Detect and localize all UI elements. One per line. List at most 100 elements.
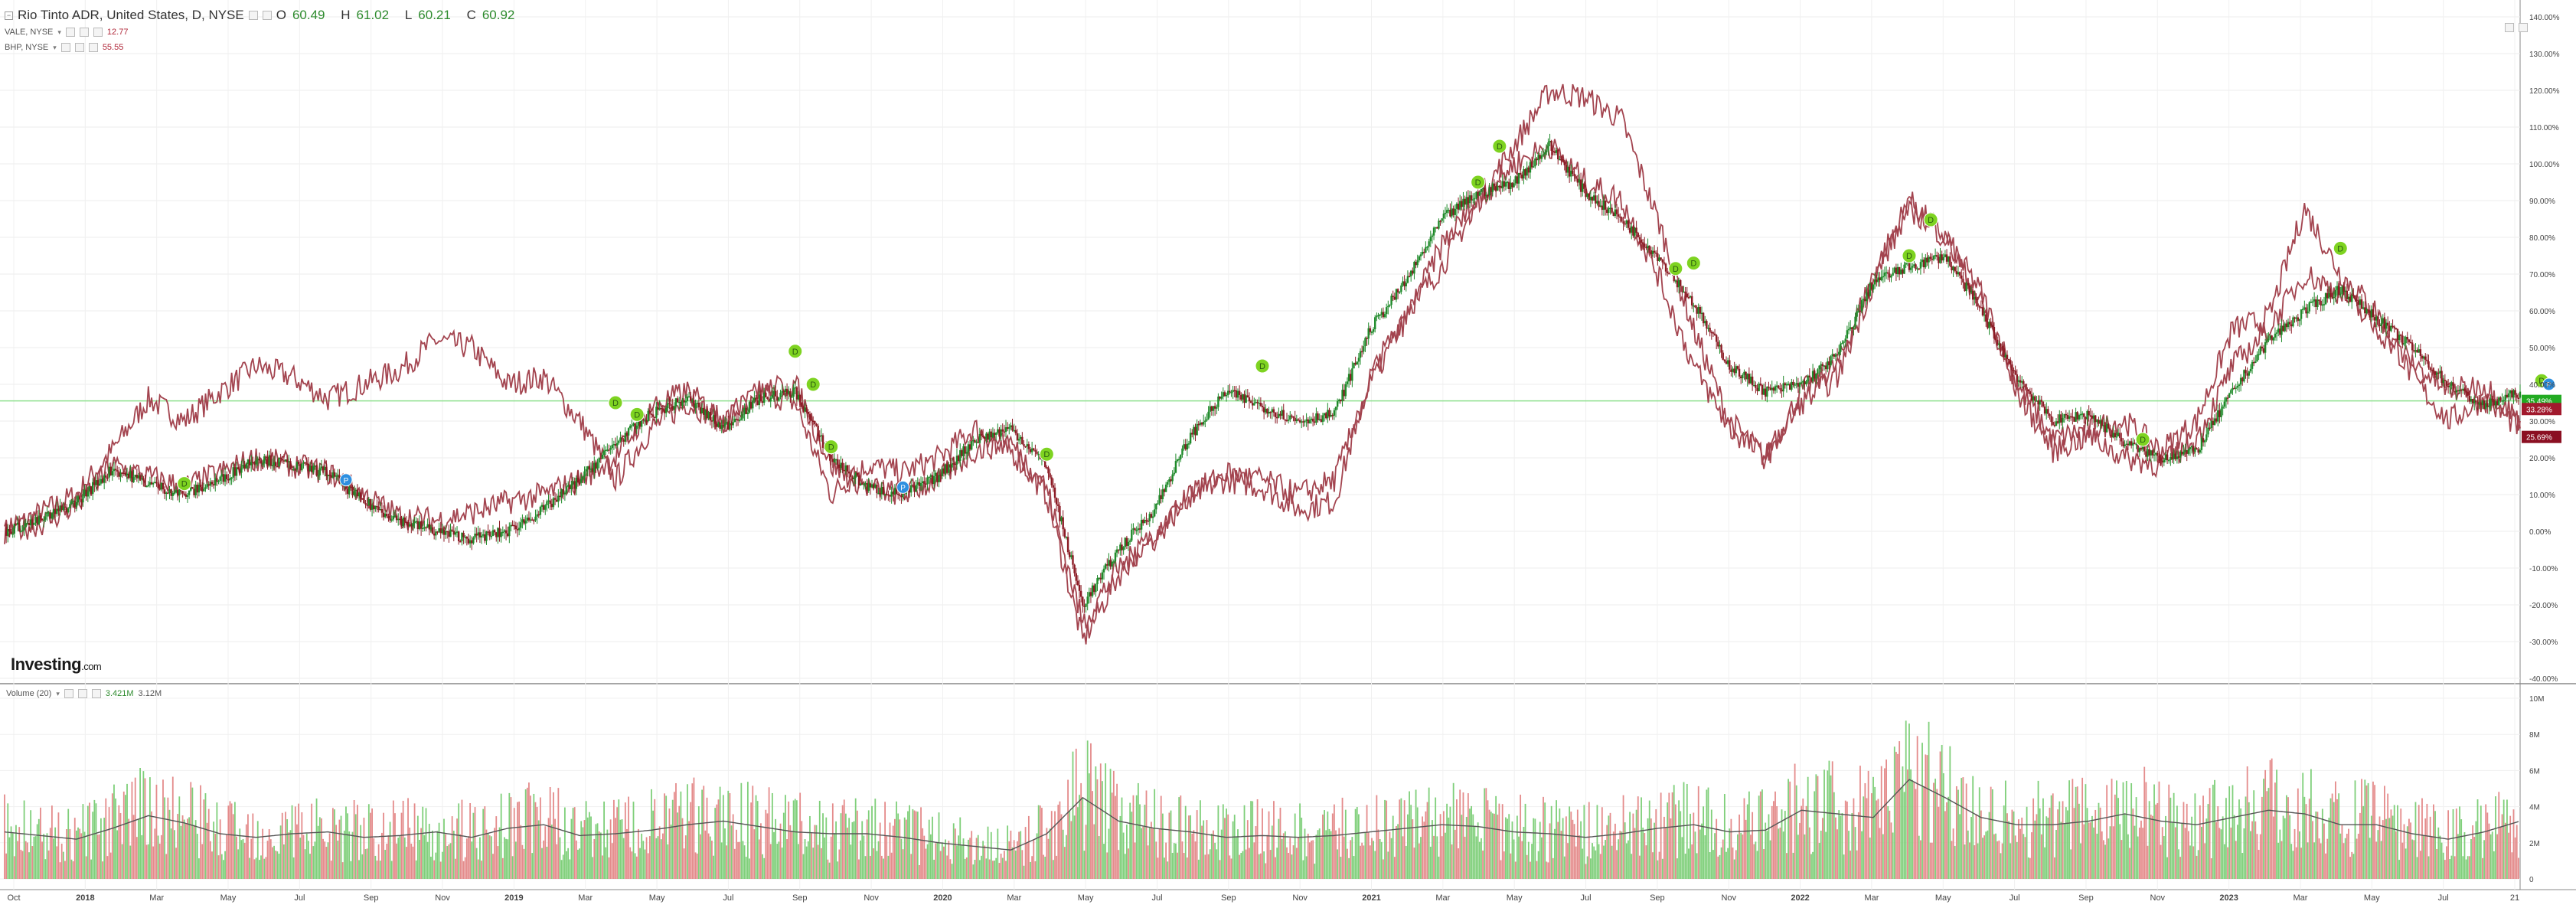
dividend-marker[interactable]: D [1686,256,1701,271]
dividend-marker[interactable]: D [1471,175,1486,190]
volume-axis-label[interactable]: 6M [2529,767,2540,776]
dividend-marker[interactable]: D [2135,432,2150,447]
time-axis-label[interactable]: 2021 [1362,893,1380,903]
price-axis-label[interactable]: 100.00% [2529,161,2560,169]
price-axis-label[interactable]: 20.00% [2529,455,2555,463]
split-marker[interactable]: P [896,480,910,494]
price-axis-label[interactable]: 120.00% [2529,87,2560,96]
dividend-marker[interactable]: D [1039,446,1054,462]
compare-symbol-label[interactable]: VALE, NYSE [5,28,54,37]
price-axis-label[interactable]: 140.00% [2529,14,2560,22]
time-axis-label[interactable]: 2022 [1791,893,1809,903]
price-axis-label[interactable]: 40.00% [2529,381,2555,390]
price-axis-label[interactable]: 0.00% [2529,528,2551,537]
time-axis-label[interactable]: Sep [2078,893,2094,903]
time-axis-label[interactable]: Jul [2010,893,2020,903]
price-axis-label[interactable]: 60.00% [2529,308,2555,316]
time-axis-label[interactable]: Mar [1864,893,1879,903]
price-axis-label[interactable]: 30.00% [2529,418,2555,426]
time-axis-label[interactable]: Jul [723,893,733,903]
dividend-marker[interactable]: D [824,439,839,455]
volume-indicator-label[interactable]: Volume (20) [6,689,52,698]
price-axis-label[interactable]: -20.00% [2529,602,2558,610]
time-axis-label[interactable]: Nov [864,893,879,903]
chevron-down-icon[interactable]: ▾ [57,28,61,36]
settings-icon[interactable] [79,28,89,37]
dividend-marker[interactable]: D [1492,139,1507,154]
dividend-marker[interactable]: D [1668,261,1683,276]
chevron-down-icon[interactable]: ▾ [56,689,60,697]
price-axis-label[interactable]: 110.00% [2529,124,2559,132]
price-axis-label[interactable]: 70.00% [2529,271,2555,279]
volume-axis-label[interactable]: 10M [2529,695,2544,704]
time-axis-label[interactable]: May [220,893,237,903]
maximize-pane-icon[interactable] [2505,23,2514,32]
time-axis-label[interactable]: Nov [435,893,450,903]
time-axis-label[interactable]: Jul [1581,893,1592,903]
time-axis-label[interactable]: Oct [7,893,20,903]
visibility-icon[interactable] [64,689,73,698]
dividend-marker[interactable]: D [1923,212,1938,227]
price-axis-label[interactable]: 50.00% [2529,345,2555,353]
price-axis-label[interactable]: -10.00% [2529,565,2558,573]
price-axis-label[interactable]: -30.00% [2529,639,2558,647]
time-axis-label[interactable]: Mar [2293,893,2307,903]
time-axis-label[interactable]: Jul [1151,893,1162,903]
price-axis-label[interactable]: 80.00% [2529,234,2555,243]
time-axis-label[interactable]: 2019 [504,893,523,903]
time-axis-label[interactable]: 2018 [76,893,94,903]
time-axis-label[interactable]: Nov [1292,893,1308,903]
dividend-marker[interactable]: D [629,407,645,422]
time-axis-label[interactable]: Jul [294,893,305,903]
settings-icon[interactable] [248,11,258,20]
time-axis-label[interactable]: Sep [792,893,808,903]
time-axis-label[interactable]: 2020 [933,893,952,903]
time-axis-label[interactable]: 2023 [2219,893,2238,903]
dividend-marker[interactable]: D [1255,358,1270,374]
price-axis-label[interactable]: 10.00% [2529,492,2555,500]
time-axis-label[interactable]: May [649,893,665,903]
volume-axis-label[interactable]: 8M [2529,731,2540,740]
dividend-marker[interactable]: D [805,377,821,392]
dividend-marker[interactable]: D [2333,240,2348,256]
volume-axis-label[interactable]: 2M [2529,840,2540,848]
time-axis-label[interactable]: May [1935,893,1951,903]
time-axis-label[interactable]: Sep [1650,893,1665,903]
volume-axis-label[interactable]: 0 [2529,876,2534,884]
close-icon[interactable] [93,28,103,37]
settings-icon[interactable] [77,689,87,698]
main-symbol-label[interactable]: Rio Tinto ADR, United States, D, NYSE [18,8,244,22]
settings-icon[interactable] [74,43,84,52]
dividend-marker[interactable]: D [788,344,803,359]
split-marker[interactable]: P [339,473,353,487]
time-axis-label[interactable]: Mar [1435,893,1450,903]
time-axis-label[interactable]: May [2364,893,2380,903]
time-axis-label[interactable]: May [1078,893,1094,903]
split-marker[interactable]: P [2542,377,2556,391]
close-icon[interactable] [88,43,98,52]
close-icon[interactable] [262,11,272,20]
dividend-marker[interactable]: D [608,395,623,410]
time-axis-label[interactable]: Mar [149,893,164,903]
time-axis-label[interactable]: 21 [2510,893,2519,903]
compare-symbol-label[interactable]: BHP, NYSE [5,43,49,52]
axis-layer[interactable]: 140.00%130.00%120.00%110.00%100.00%90.00… [7,14,2559,903]
chevron-down-icon[interactable]: ▾ [53,43,57,51]
visibility-icon[interactable] [60,43,70,52]
dividend-marker[interactable]: D [1902,248,1917,263]
time-axis-label[interactable]: Mar [578,893,593,903]
volume-axis-label[interactable]: 4M [2529,804,2540,812]
collapse-legend-icon[interactable]: − [5,11,13,20]
price-axis-label[interactable]: -40.00% [2529,675,2558,684]
close-icon[interactable] [91,689,101,698]
price-axis-label[interactable]: 90.00% [2529,198,2555,206]
collapse-pane-icon[interactable] [2519,23,2528,32]
time-axis-label[interactable]: May [1507,893,1523,903]
time-axis-label[interactable]: Sep [1221,893,1236,903]
time-axis-label[interactable]: Nov [1721,893,1736,903]
time-axis-label[interactable]: Sep [364,893,379,903]
visibility-icon[interactable] [65,28,75,37]
